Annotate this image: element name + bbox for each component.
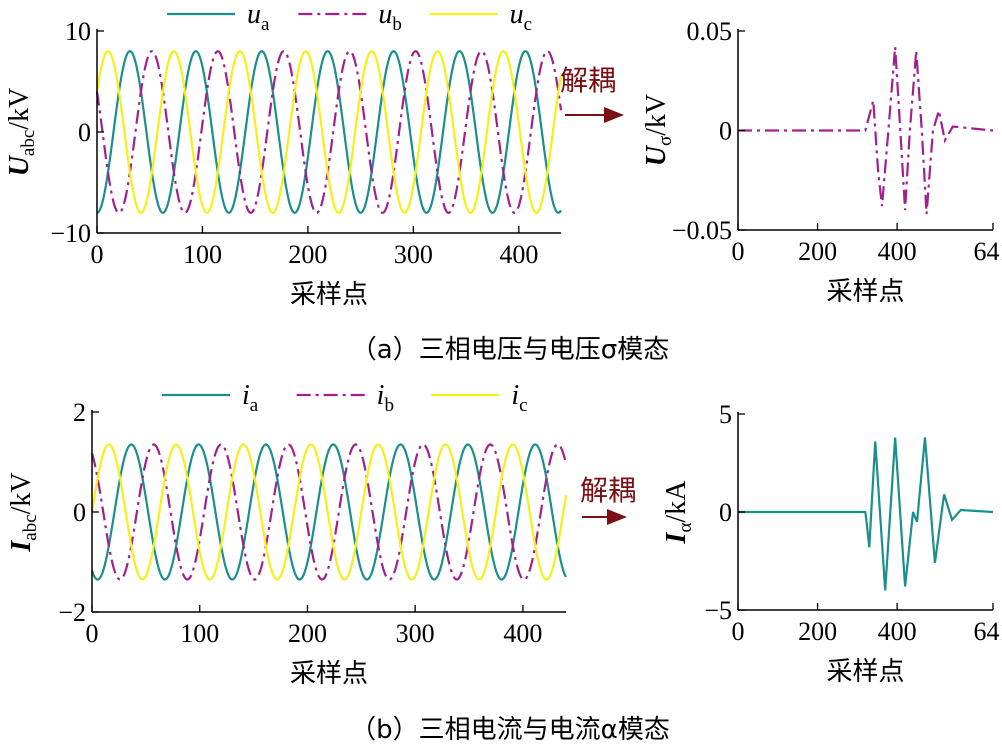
y-tick-label-voltage_abc: −10 <box>50 219 91 248</box>
x-tick-label-voltage_sigma: 0 <box>732 237 745 266</box>
x-tick-label-current_alpha: 200 <box>798 617 837 646</box>
y-axis-label-main: I <box>6 540 37 553</box>
legend-label-ua: ua <box>247 0 270 35</box>
x-tick-label-voltage_abc: 200 <box>288 240 327 269</box>
y-axis-label-voltage_sigma: Uσ/kV <box>641 94 676 166</box>
x-tick-label-voltage_abc: 100 <box>183 240 222 269</box>
legend-label-sub: a <box>261 14 270 35</box>
y-axis-label-main: U <box>4 154 35 176</box>
y-tick-label-voltage_sigma: 0 <box>719 117 732 146</box>
legend-label-ib: ib <box>377 380 394 416</box>
legend-label-sub: b <box>384 395 394 416</box>
y-axis-label-main: I <box>661 531 692 544</box>
y-axis-label-unit: /kV <box>641 94 672 136</box>
legend-label-ia: ia <box>242 380 259 416</box>
x-tick-label-current_abc: 200 <box>288 619 327 648</box>
legend-label-main: u <box>247 0 261 30</box>
y-tick-label-current_abc: 0 <box>73 498 86 527</box>
x-tick-label-current_abc: 100 <box>180 619 219 648</box>
series-line-u-c-voltage_abc <box>95 50 563 214</box>
legend-label-sub: c <box>524 14 532 35</box>
x-tick-label-current_alpha: 641 <box>974 617 1002 646</box>
legend-label-ic: ic <box>511 380 527 416</box>
y-axis-label-sub: σ <box>655 136 676 146</box>
decouple-label-top: 解耦 <box>560 64 616 97</box>
legend-label-main: i <box>242 380 250 411</box>
series-line-mode-current_alpha-current_alpha <box>738 437 994 591</box>
y-tick-label-voltage_abc: 10 <box>65 17 91 46</box>
y-axis-label-main: U <box>641 144 672 166</box>
x-tick-label-current_abc: 0 <box>86 619 99 648</box>
legend-label-main: i <box>511 380 519 411</box>
y-axis-label-unit: /kV <box>4 88 35 130</box>
legend-label-main: u <box>378 0 392 30</box>
y-axis-label-voltage_abc: Uabc/kV <box>4 88 39 177</box>
x-tick-label-voltage_abc: 400 <box>499 240 538 269</box>
x-tick-label-voltage_sigma: 200 <box>798 237 837 266</box>
legend-label-ub: ub <box>378 0 402 35</box>
x-tick-label-current_alpha: 0 <box>732 617 745 646</box>
y-axis-label-sub: abc <box>20 514 41 540</box>
x-tick-label-current_alpha: 400 <box>878 617 917 646</box>
x-axis-label-voltage_sigma: 采样点 <box>826 277 904 307</box>
legend-label-sub: c <box>519 395 527 416</box>
series-line-i-c-current_abc <box>90 443 568 581</box>
x-axis-label-current_alpha: 采样点 <box>826 657 904 687</box>
x-tick-label-voltage_sigma: 400 <box>878 237 917 266</box>
x-tick-label-voltage_sigma: 641 <box>974 237 1002 266</box>
series-line-u-b-voltage_abc <box>95 50 563 214</box>
y-tick-label-voltage_sigma: −0.05 <box>672 216 732 245</box>
x-tick-label-current_abc: 300 <box>396 619 435 648</box>
y-tick-label-current_alpha: −5 <box>704 596 732 625</box>
y-axis-label-sub: abc <box>18 130 39 156</box>
y-axis-label-unit: /kA <box>661 480 692 523</box>
y-tick-label-voltage_abc: 0 <box>78 118 91 147</box>
x-tick-label-current_abc: 400 <box>503 619 542 648</box>
x-axis-label-current_abc: 采样点 <box>290 659 368 689</box>
decouple-label-bottom: 解耦 <box>580 474 636 507</box>
decouple-arrow-bottom: 解耦 <box>580 474 636 525</box>
y-tick-label-current_alpha: 0 <box>719 498 732 527</box>
series-line-mode-voltage_sigma-voltage_sigma <box>738 46 994 215</box>
y-axis-label-sub: α <box>675 523 696 533</box>
x-tick-label-voltage_abc: 300 <box>394 240 433 269</box>
legend-label-main: u <box>510 0 524 30</box>
decouple-arrow-top: 解耦 <box>560 64 624 123</box>
caption-b: （b）三相电流与电流α模态 <box>350 715 670 745</box>
x-axis-label-voltage_abc: 采样点 <box>290 280 368 310</box>
y-tick-label-current_abc: −2 <box>58 598 86 627</box>
x-tick-label-voltage_abc: 0 <box>91 240 104 269</box>
legend-label-sub: b <box>392 14 402 35</box>
series-line-i-a-current_abc <box>90 443 567 581</box>
y-tick-label-voltage_sigma: 0.05 <box>687 17 733 46</box>
y-tick-label-current_alpha: 5 <box>719 400 732 429</box>
caption-a: （a）三相电压与电压σ模态 <box>351 335 669 365</box>
y-tick-label-current_abc: 2 <box>73 398 86 427</box>
legend-label-main: i <box>377 380 385 411</box>
series-line-i-b-current_abc <box>90 443 568 581</box>
y-axis-label-current_alpha: Iα/kA <box>661 480 696 545</box>
legend-label-sub: a <box>250 395 259 416</box>
legend-label-uc: uc <box>510 0 532 35</box>
y-axis-label-current_abc: Iabc/kV <box>6 472 41 552</box>
y-axis-label-unit: /kV <box>6 472 37 514</box>
